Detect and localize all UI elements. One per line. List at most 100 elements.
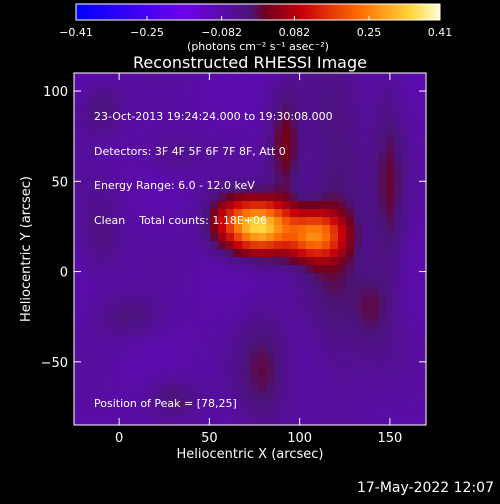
heatmap-cell (210, 137, 219, 146)
heatmap-cell (298, 129, 307, 138)
heatmap-cell (154, 385, 163, 394)
heatmap-cell (386, 89, 395, 98)
heatmap-cell (74, 193, 83, 202)
heatmap-cell (306, 409, 315, 418)
heatmap-cell (90, 417, 99, 426)
heatmap-cell (394, 233, 403, 242)
heatmap-cell (402, 129, 411, 138)
heatmap-cell (98, 417, 107, 426)
heatmap-cell (178, 145, 187, 154)
heatmap-cell (74, 289, 83, 298)
heatmap-cell (362, 393, 371, 402)
heatmap-cell (202, 369, 211, 378)
heatmap-cell (90, 377, 99, 386)
heatmap-cell (162, 201, 171, 210)
heatmap-cell (322, 249, 331, 258)
heatmap-cell (162, 297, 171, 306)
heatmap-cell (298, 73, 307, 82)
heatmap-cell (130, 369, 139, 378)
heatmap-cell (362, 281, 371, 290)
heatmap-cell (146, 89, 155, 98)
heatmap-cell (170, 121, 179, 130)
heatmap-cell (226, 273, 235, 282)
heatmap-cell (226, 185, 235, 194)
heatmap-cell (202, 337, 211, 346)
heatmap-cell (146, 393, 155, 402)
heatmap-cell (418, 137, 427, 146)
heatmap-cell (122, 97, 131, 106)
heatmap-cell (138, 121, 147, 130)
heatmap-cell (282, 193, 291, 202)
heatmap-cell (210, 257, 219, 266)
heatmap-cell (250, 385, 259, 394)
heatmap-cell (194, 225, 203, 234)
heatmap-cell (330, 145, 339, 154)
colorbar-unit-label: (photons cm⁻² s⁻¹ asec⁻²) (187, 40, 329, 53)
heatmap-cell (106, 361, 115, 370)
heatmap-cell (354, 385, 363, 394)
heatmap-cell (90, 289, 99, 298)
heatmap-cell (242, 345, 251, 354)
heatmap-cell (394, 89, 403, 98)
heatmap-cell (386, 153, 395, 162)
heatmap-cell (370, 97, 379, 106)
heatmap-cell (410, 193, 419, 202)
heatmap-cell (194, 81, 203, 90)
heatmap-cell (130, 209, 139, 218)
heatmap-cell (210, 305, 219, 314)
heatmap-cell (122, 313, 131, 322)
heatmap-cell (322, 345, 331, 354)
heatmap-cell (234, 345, 243, 354)
heatmap-cell (242, 105, 251, 114)
heatmap-cell (394, 409, 403, 418)
heatmap-cell (82, 361, 91, 370)
heatmap-cell (194, 193, 203, 202)
heatmap-cell (242, 369, 251, 378)
heatmap-cell (234, 145, 243, 154)
heatmap-cell (242, 377, 251, 386)
heatmap-cell (274, 345, 283, 354)
heatmap-cell (90, 201, 99, 210)
heatmap-cell (362, 73, 371, 82)
heatmap-cell (186, 417, 195, 426)
heatmap-cell (258, 201, 267, 210)
heatmap-cell (354, 393, 363, 402)
heatmap-cell (258, 273, 267, 282)
heatmap-cell (258, 241, 267, 250)
heatmap-cell (402, 193, 411, 202)
heatmap-cell (418, 257, 427, 266)
heatmap-cell (98, 129, 107, 138)
heatmap-cell (346, 377, 355, 386)
heatmap-cell (234, 369, 243, 378)
heatmap-cell (242, 273, 251, 282)
heatmap-cell (330, 385, 339, 394)
heatmap-cell (346, 177, 355, 186)
observation-info: 23-Oct-2013 19:24:24.000 to 19:30:08.000… (94, 88, 333, 249)
heatmap-cell (154, 233, 163, 242)
heatmap-cell (154, 169, 163, 178)
heatmap-cell (162, 305, 171, 314)
heatmap-cell (386, 105, 395, 114)
heatmap-cell (386, 273, 395, 282)
heatmap-cell (138, 345, 147, 354)
heatmap-cell (274, 249, 283, 258)
heatmap-cell (330, 241, 339, 250)
heatmap-cell (314, 121, 323, 130)
heatmap-cell (370, 169, 379, 178)
heatmap-cell (218, 217, 227, 226)
info-clean-counts: Clean Total counts: 1.18E+06 (94, 213, 268, 227)
heatmap-cell (314, 273, 323, 282)
heatmap-cell (226, 137, 235, 146)
heatmap-cell (402, 369, 411, 378)
heatmap-cell (314, 281, 323, 290)
heatmap-cell (162, 105, 171, 114)
heatmap-cell (218, 377, 227, 386)
heatmap-cell (202, 193, 211, 202)
heatmap-cell (386, 193, 395, 202)
heatmap-cell (210, 97, 219, 106)
heatmap-cell (322, 297, 331, 306)
heatmap-cell (106, 377, 115, 386)
heatmap-cell (146, 113, 155, 122)
heatmap-cell (418, 377, 427, 386)
heatmap-cell (418, 201, 427, 210)
